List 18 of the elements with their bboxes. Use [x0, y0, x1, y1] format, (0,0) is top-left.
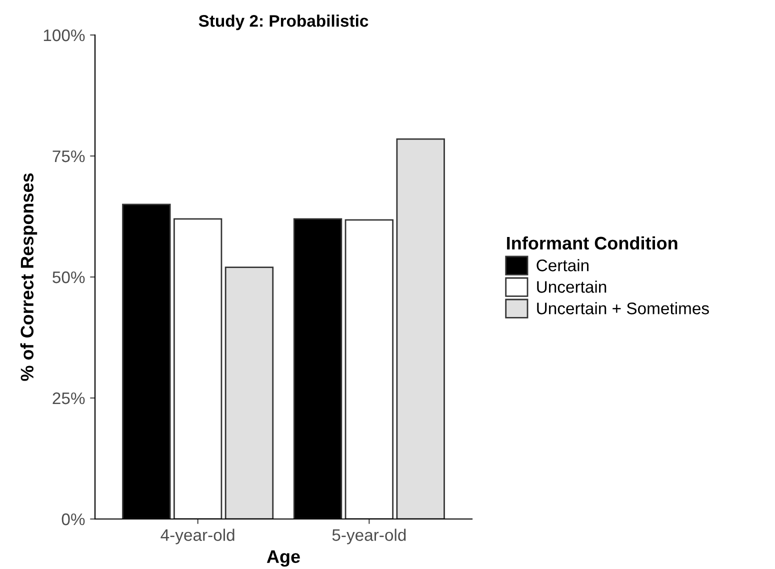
- bar: [396, 138, 445, 519]
- legend-title: Informant Condition: [507, 236, 678, 250]
- x-tick-label: 5-year-old: [332, 528, 406, 544]
- y-tick-label: 100%: [44, 29, 85, 42]
- y-axis-title: % of Correct Responses: [20, 173, 38, 381]
- legend-label: Certain: [536, 259, 588, 272]
- y-tick-label: 25%: [52, 392, 85, 404]
- x-tick-label: 4-year-old: [160, 528, 234, 544]
- x-axis-title: Age: [266, 550, 300, 567]
- legend-label: Uncertain + Sometimes: [537, 302, 709, 314]
- y-tick-label: 75%: [52, 150, 85, 162]
- y-tick-label: 50%: [52, 271, 85, 284]
- bar: [344, 219, 394, 519]
- y-tick-label: 0%: [62, 513, 85, 526]
- bar: [173, 218, 222, 519]
- bar: [224, 266, 274, 519]
- chart-title: Study 2: Probabilistic: [198, 14, 368, 30]
- legend-label: Uncertain: [537, 280, 606, 293]
